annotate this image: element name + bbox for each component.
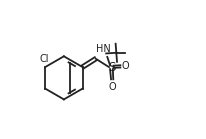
Text: S: S [107,61,115,74]
Text: Cl: Cl [40,54,49,64]
Text: O: O [121,61,129,71]
Text: HN: HN [95,44,110,54]
Text: O: O [108,82,115,92]
